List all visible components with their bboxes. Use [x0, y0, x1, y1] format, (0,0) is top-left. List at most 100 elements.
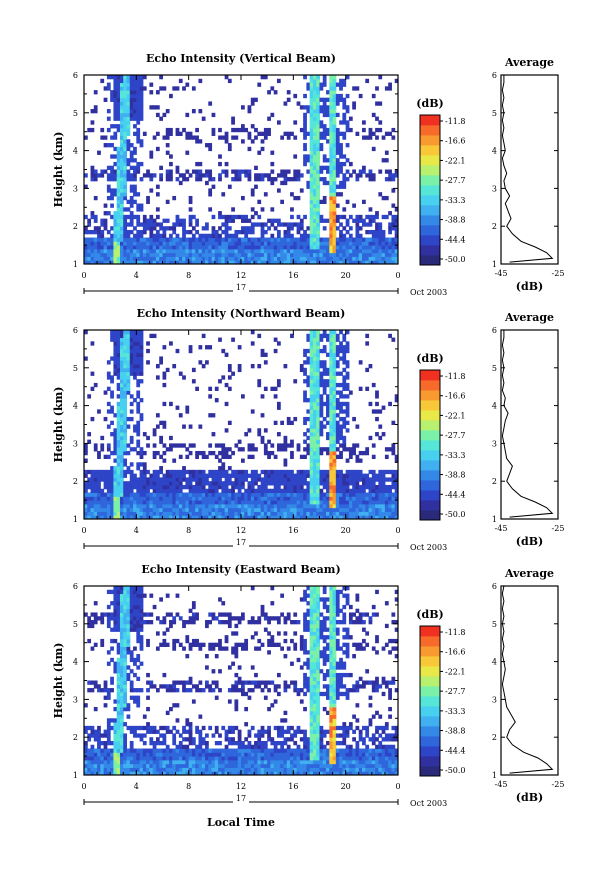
heatmap-cell	[123, 158, 128, 163]
heatmap-cell	[388, 252, 392, 257]
heatmap-cell	[113, 78, 118, 84]
heatmap-cell	[342, 367, 347, 373]
heatmap-cell	[208, 413, 213, 418]
heatmap-cell	[381, 245, 386, 250]
heatmap-cell	[371, 477, 376, 482]
heatmap-cell	[326, 337, 330, 342]
heatmap-cell	[237, 503, 242, 509]
heatmap-cell	[221, 229, 226, 235]
heatmap-cell	[280, 492, 285, 497]
heatmap-cell	[231, 337, 235, 342]
heatmap-cell	[146, 241, 150, 246]
heatmap-cell	[106, 500, 111, 505]
heatmap-cell	[139, 454, 144, 460]
heatmap-cell	[286, 135, 291, 140]
heatmap-cell	[273, 248, 278, 254]
heatmap-cell	[191, 500, 196, 505]
heatmap-cell	[329, 375, 334, 380]
heatmap-cell	[133, 82, 137, 87]
heatmap-cell	[329, 252, 334, 257]
heatmap-cell	[110, 488, 114, 494]
heatmap-cell	[329, 165, 334, 170]
heatmap-cell	[339, 511, 343, 516]
heatmap-cell	[90, 211, 95, 216]
heatmap-cell	[84, 515, 88, 519]
heatmap-cell	[260, 439, 265, 444]
heatmap-cell	[123, 439, 128, 444]
heatmap-cell	[211, 432, 216, 437]
heatmap-cell	[146, 252, 150, 257]
heatmap-cell	[133, 771, 137, 775]
heatmap-cell	[306, 245, 311, 250]
heatmap-cell	[231, 496, 235, 501]
heatmap-cell	[139, 646, 144, 651]
heatmap-cell	[165, 710, 170, 716]
heatmap-cell	[139, 364, 144, 369]
heatmap-cell	[87, 620, 92, 625]
heatmap-cell	[312, 188, 317, 193]
heatmap-cell	[110, 469, 114, 475]
heatmap-cell	[123, 207, 128, 212]
heatmap-cell	[345, 143, 350, 148]
heatmap-cell	[270, 481, 275, 486]
heatmap-cell	[388, 222, 392, 227]
heatmap-cell	[159, 488, 163, 494]
heatmap-cell	[172, 477, 177, 482]
heatmap-cell	[247, 500, 252, 505]
heatmap-cell	[149, 492, 154, 497]
heatmap-cell	[110, 616, 114, 621]
heatmap-cell	[188, 248, 193, 254]
heatmap-cell	[185, 496, 190, 501]
heatmap-cell	[119, 718, 124, 723]
heatmap-cell	[335, 248, 340, 254]
heatmap-cell	[90, 484, 95, 490]
heatmap-cell	[312, 496, 317, 501]
heatmap-cell	[306, 233, 311, 239]
heatmap-cell	[316, 82, 320, 87]
heatmap-cell	[103, 680, 108, 685]
heatmap-cell	[106, 511, 111, 516]
heatmap-cell	[332, 450, 337, 456]
heatmap-cell	[267, 127, 271, 133]
heatmap-cell	[152, 763, 157, 768]
heatmap-cell	[165, 135, 170, 140]
heatmap-cell	[312, 127, 317, 133]
heatmap-cell	[139, 207, 144, 212]
heatmap-cell	[152, 507, 157, 512]
heatmap-cell	[113, 473, 118, 478]
heatmap-cell	[139, 260, 144, 264]
heatmap-cell	[250, 207, 255, 212]
heatmap-cell	[326, 477, 330, 482]
heatmap-cell	[365, 450, 370, 456]
heatmap-cell	[198, 177, 203, 182]
heatmap-cell	[312, 158, 317, 163]
heatmap-cell	[316, 488, 320, 494]
heatmap-cell	[123, 654, 128, 659]
heatmap-cell	[133, 109, 137, 114]
heatmap-cell	[133, 507, 137, 512]
heatmap-cell	[133, 337, 137, 342]
heatmap-cell	[319, 447, 324, 452]
heatmap-cell	[260, 496, 265, 501]
heatmap-cell	[283, 500, 288, 505]
heatmap-cell	[162, 756, 167, 761]
heatmap-cell	[116, 146, 121, 152]
heatmap-cell	[257, 222, 262, 227]
heatmap-cell	[119, 608, 124, 613]
heatmap-cell	[90, 763, 95, 768]
heatmap-cell	[97, 496, 101, 501]
heatmap-cell	[335, 484, 340, 490]
heatmap-cell	[355, 469, 360, 475]
heatmap-cell	[175, 222, 180, 227]
heatmap-cell	[126, 131, 131, 136]
heatmap-cell	[139, 345, 144, 350]
heatmap-cell	[136, 676, 141, 681]
heatmap-cell	[322, 333, 327, 339]
heatmap-cell	[309, 146, 314, 152]
heatmap-cell	[316, 165, 320, 170]
heatmap-cell	[165, 684, 170, 689]
heatmap-cell	[133, 612, 137, 617]
heatmap-cell	[159, 248, 163, 254]
heatmap-cell	[100, 767, 105, 772]
